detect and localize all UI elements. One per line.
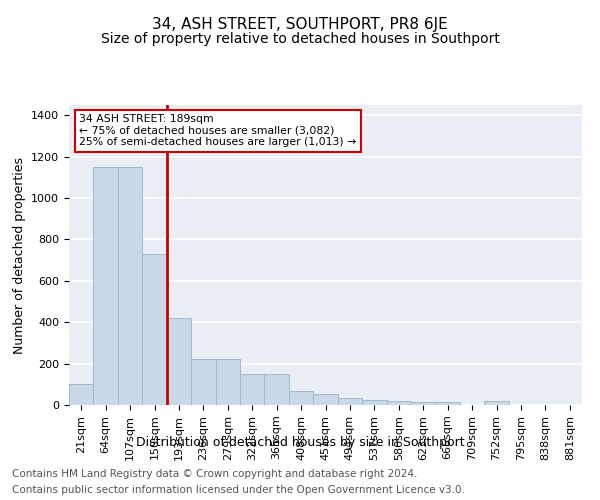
Text: Contains public sector information licensed under the Open Government Licence v3: Contains public sector information licen…: [12, 485, 465, 495]
Bar: [313, 394, 338, 405]
Bar: [240, 374, 265, 405]
Bar: [436, 402, 460, 405]
Bar: [265, 374, 289, 405]
Bar: [191, 360, 215, 405]
Bar: [386, 401, 411, 405]
Bar: [118, 167, 142, 405]
Bar: [338, 398, 362, 405]
Bar: [411, 402, 436, 405]
Bar: [69, 384, 94, 405]
Bar: [94, 167, 118, 405]
Bar: [215, 360, 240, 405]
Bar: [362, 400, 386, 405]
Text: Contains HM Land Registry data © Crown copyright and database right 2024.: Contains HM Land Registry data © Crown c…: [12, 469, 418, 479]
Y-axis label: Number of detached properties: Number of detached properties: [13, 156, 26, 354]
Bar: [484, 401, 509, 405]
Bar: [167, 318, 191, 405]
Text: 34, ASH STREET, SOUTHPORT, PR8 6JE: 34, ASH STREET, SOUTHPORT, PR8 6JE: [152, 18, 448, 32]
Text: Distribution of detached houses by size in Southport: Distribution of detached houses by size …: [136, 436, 464, 449]
Text: 34 ASH STREET: 189sqm
← 75% of detached houses are smaller (3,082)
25% of semi-d: 34 ASH STREET: 189sqm ← 75% of detached …: [79, 114, 356, 147]
Bar: [289, 390, 313, 405]
Bar: [142, 254, 167, 405]
Text: Size of property relative to detached houses in Southport: Size of property relative to detached ho…: [101, 32, 499, 46]
